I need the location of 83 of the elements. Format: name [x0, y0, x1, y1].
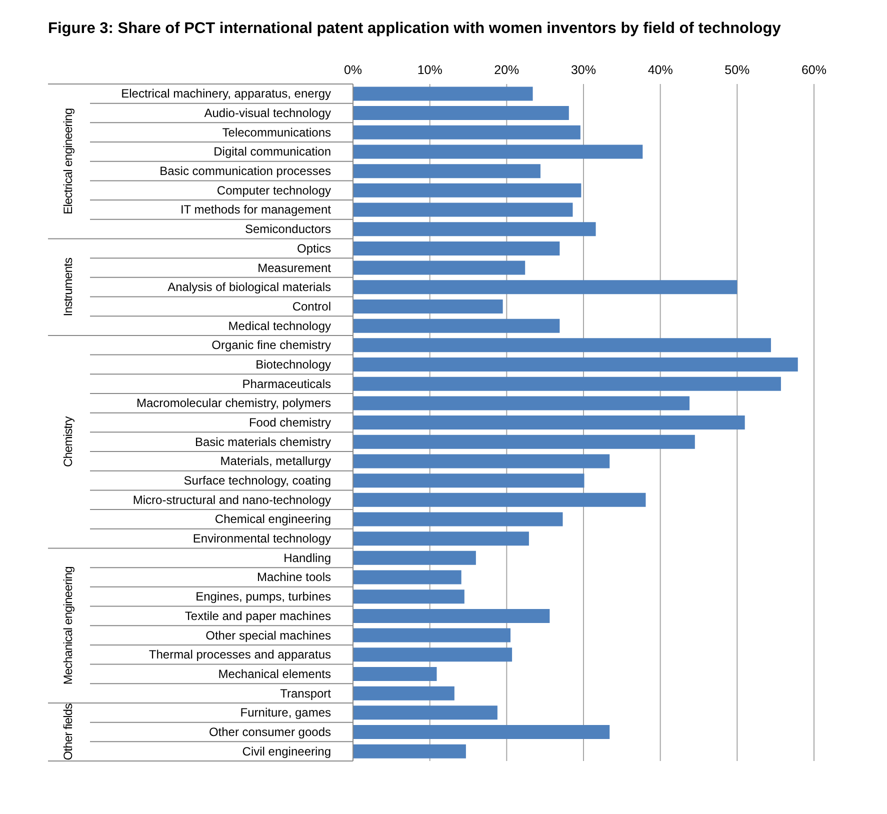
y-tick-label: IT methods for management — [180, 202, 332, 217]
y-tick-label: Digital communication — [214, 144, 331, 159]
y-tick-label: Medical technology — [228, 318, 331, 333]
bar — [353, 280, 738, 294]
bar — [353, 241, 560, 256]
bar — [353, 358, 798, 372]
y-tick-label: Materials, metallurgy — [220, 454, 331, 468]
y-tick-label: Macromolecular chemistry, polymers — [136, 396, 331, 410]
y-tick-label: Organic fine chemistry — [212, 338, 331, 352]
bar — [353, 106, 569, 120]
y-tick-label: Basic materials chemistry — [194, 434, 331, 449]
y-tick-label: Basic communication processes — [160, 164, 331, 178]
bar — [353, 744, 466, 758]
y-tick-label: Other consumer goods — [208, 724, 331, 739]
bar — [353, 550, 476, 565]
x-tick-label: 20% — [494, 63, 520, 77]
y-tick-label: Engines, pumps, turbines — [196, 590, 331, 604]
y-tick-label: Computer technology — [216, 183, 331, 198]
y-tick-label: Audio-visual technology — [204, 106, 331, 120]
bar — [353, 338, 771, 352]
y-tick-label: Optics — [296, 241, 331, 256]
bar — [353, 434, 695, 449]
y-tick-label: Other special machines — [206, 628, 331, 642]
bar — [353, 666, 437, 681]
bar — [353, 648, 512, 662]
text: Chemistry — [61, 416, 75, 468]
bar — [353, 86, 533, 101]
x-tick-label: 50% — [724, 63, 750, 77]
x-tick-label: 0% — [344, 63, 362, 77]
chart-title: Figure 3: Share of PCT international patent application with women inventors by field of technology — [47, 19, 782, 39]
bar — [353, 376, 781, 391]
y-tick-label: Electrical machinery, apparatus, energy — [121, 86, 331, 101]
bar — [353, 608, 550, 623]
bar — [353, 492, 646, 507]
bar — [353, 396, 690, 410]
bar — [353, 474, 584, 488]
y-tick-label: Machine tools — [256, 570, 331, 584]
bar — [353, 202, 573, 217]
y-tick-label: Handling — [284, 550, 331, 565]
bar — [353, 222, 596, 236]
x-tick-label: 60% — [801, 63, 827, 77]
bar — [353, 416, 745, 430]
y-tick-label: Biotechnology — [256, 357, 331, 372]
bar — [353, 125, 580, 140]
x-tick-label: 40% — [648, 63, 673, 77]
bar — [353, 512, 563, 526]
y-tick-label: Surface technology, coating — [184, 474, 331, 488]
y-tick-label: Telecommunications — [222, 125, 331, 140]
bar — [353, 628, 511, 642]
bar — [353, 144, 643, 159]
bar — [353, 164, 540, 178]
y-tick-label: Semiconductors — [244, 222, 331, 236]
bar — [353, 183, 582, 198]
bar — [353, 532, 529, 546]
y-tick-label: Chemical engineering — [214, 512, 331, 526]
bar — [353, 686, 454, 700]
bar — [353, 454, 610, 468]
y-tick-label: Micro-structural and nano-technology — [132, 492, 331, 507]
y-tick-label: Mechanical elements — [218, 666, 331, 681]
text: Instruments — [61, 258, 75, 316]
bar — [353, 706, 498, 720]
bar — [353, 590, 464, 604]
text: Other fields — [61, 703, 75, 760]
y-tick-label: Thermal processes and apparatus — [148, 648, 331, 662]
x-tick-label: 30% — [570, 63, 596, 77]
y-tick-label: Transport — [280, 686, 332, 700]
bar — [353, 570, 462, 584]
x-tick-label: 10% — [417, 63, 442, 77]
bar — [353, 318, 560, 333]
text: Electrical engineering — [61, 108, 75, 214]
y-tick-label: Civil engineering — [242, 744, 331, 758]
y-tick-label: Environmental technology — [192, 532, 331, 546]
bar — [353, 725, 610, 740]
bar — [353, 299, 503, 314]
y-tick-label: Measurement — [258, 260, 332, 275]
text: Mechanical engineering — [61, 566, 75, 685]
y-tick-label: Pharmaceuticals — [242, 376, 331, 391]
y-tick-label: Analysis of biological materials — [168, 280, 331, 294]
y-tick-label: Food chemistry — [248, 416, 331, 430]
y-tick-label: Control — [292, 299, 331, 314]
bar — [353, 260, 526, 275]
y-tick-label: Textile and paper machines — [184, 608, 331, 623]
y-tick-label: Furniture, games — [240, 706, 331, 720]
